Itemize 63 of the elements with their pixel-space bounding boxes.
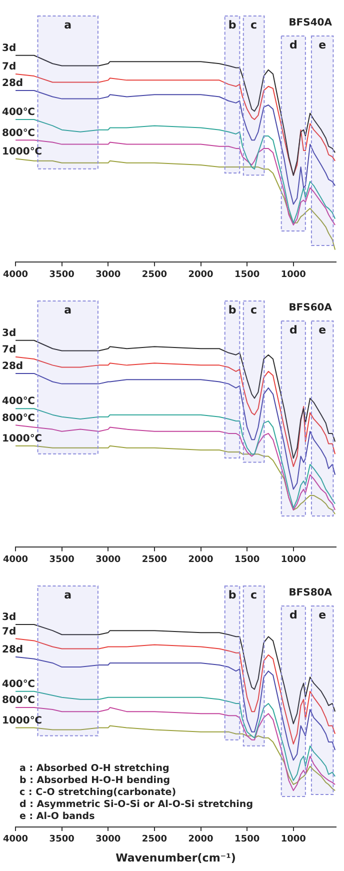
x-tick-label: 3000 <box>96 554 121 565</box>
chart-title: BFS40A <box>288 18 332 29</box>
x-tick-label: 3500 <box>49 270 74 280</box>
band-label: e <box>318 323 326 336</box>
chart-title: BFS80A <box>288 588 332 599</box>
x-tick-label: 1000 <box>280 834 306 845</box>
x-tick-label: 1500 <box>234 270 260 280</box>
series-label: 28d <box>2 361 24 372</box>
band-label: b <box>228 303 236 316</box>
band-label: a <box>64 18 72 32</box>
series-label: 7d <box>2 344 16 356</box>
x-tick-label: 2500 <box>142 270 167 280</box>
x-tick-label: 1500 <box>234 554 260 565</box>
x-tick-label: 3000 <box>96 270 121 280</box>
x-tick-label: 3500 <box>49 834 74 845</box>
x-tick-label: 2500 <box>142 554 167 565</box>
annotation: e : Al-O bands <box>20 811 96 822</box>
series-label: 1000℃ <box>2 715 42 726</box>
series-label: 400℃ <box>2 678 35 690</box>
annotation: d : Asymmetric Si-O-Si or Al-O-Si stretching <box>20 799 254 810</box>
band-label: b <box>228 588 236 602</box>
series-label: 3d <box>2 328 16 339</box>
x-tick-label: 4000 <box>2 270 28 280</box>
x-tick-label: 2500 <box>142 834 167 845</box>
band-label: b <box>228 18 236 32</box>
series-label: 3d <box>2 42 16 54</box>
band-label: c <box>250 303 258 316</box>
series-label: 400℃ <box>2 396 35 408</box>
band-label: e <box>318 608 326 622</box>
x-tick-label: 2000 <box>188 834 214 845</box>
annotation: b : Absorbed H-O-H bending <box>20 775 170 786</box>
band-label: c <box>250 588 258 602</box>
series-label: 7d <box>2 62 16 73</box>
band-label: d <box>289 608 298 622</box>
band-label: a <box>64 588 72 602</box>
x-tick-label: 2000 <box>188 554 214 565</box>
x-tick-label: 3000 <box>96 834 121 845</box>
series-label: 28d <box>2 644 24 656</box>
series-label: 1000℃ <box>2 433 42 444</box>
series-label: 3d <box>2 612 16 624</box>
band-label: d <box>289 38 298 52</box>
series-label: 800℃ <box>2 412 35 424</box>
x-tick-label: 1000 <box>280 270 306 280</box>
series-label: 800℃ <box>2 128 35 139</box>
x-tick-label: 1000 <box>280 554 306 565</box>
series-label: 1000℃ <box>2 146 42 158</box>
band-label: d <box>289 323 298 336</box>
annotation: c : C-O stretching(carbonate) <box>20 787 176 798</box>
x-tick-label: 4000 <box>2 554 28 565</box>
chart-title: BFS60A <box>288 302 332 314</box>
series-label: 800℃ <box>2 695 35 706</box>
x-tick-label: 2000 <box>188 270 214 280</box>
annotation: a : Absorbed O-H stretching <box>20 763 170 774</box>
band-label: e <box>318 38 326 52</box>
series-label: 28d <box>2 78 24 90</box>
series-label: 7d <box>2 626 16 638</box>
x-tick-label: 4000 <box>2 834 28 845</box>
x-tick-label: 1500 <box>234 834 260 845</box>
band-label: c <box>250 18 258 32</box>
x-tick-label: 3500 <box>49 554 74 565</box>
x-axis-title: Wavenumber(cm⁻¹) <box>116 851 236 864</box>
series-label: 400℃ <box>2 107 35 118</box>
band-label: a <box>64 303 72 316</box>
